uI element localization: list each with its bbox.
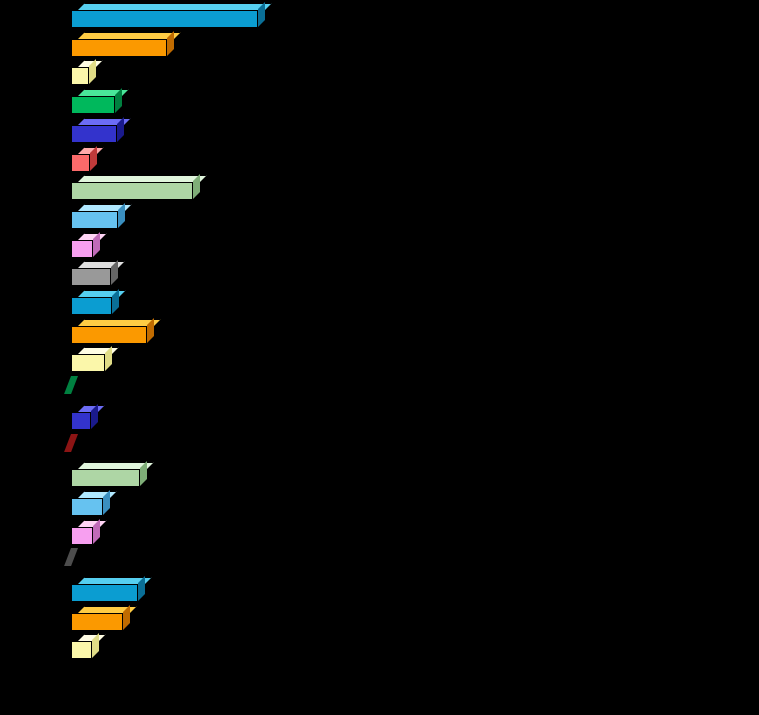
bar-21-front-face	[71, 584, 138, 602]
bar-7-front-face	[71, 182, 193, 200]
bar-2[interactable]	[71, 31, 181, 57]
bar-23[interactable]	[71, 633, 106, 659]
bar-14-sliver	[64, 376, 78, 394]
bar-14[interactable]	[64, 376, 78, 401]
bar-17-front-face	[71, 469, 140, 487]
bar-10[interactable]	[71, 260, 125, 286]
bar-16[interactable]	[64, 434, 78, 459]
bar-9[interactable]	[71, 232, 107, 258]
bar-1[interactable]	[71, 2, 272, 28]
bar-4-front-face	[71, 96, 115, 114]
bar-17[interactable]	[71, 461, 154, 487]
bar-12[interactable]	[71, 318, 161, 344]
bar-4[interactable]	[71, 88, 129, 114]
bar-20-sliver	[64, 548, 78, 566]
bar-2-front-face	[71, 39, 167, 57]
bar-9-front-face	[71, 240, 93, 258]
bar-7-top-face	[78, 175, 207, 182]
bar-13-top-face	[78, 347, 119, 354]
bar-20[interactable]	[64, 548, 78, 573]
bar-10-front-face	[71, 268, 111, 286]
bar-13-front-face	[71, 354, 105, 372]
bar-12-front-face	[71, 326, 147, 344]
bar-7[interactable]	[71, 174, 207, 200]
bar-13[interactable]	[71, 346, 119, 372]
bar-19-front-face	[71, 527, 93, 545]
bar-8[interactable]	[71, 203, 132, 229]
bar-11[interactable]	[71, 289, 126, 315]
bar-6-front-face	[71, 154, 90, 172]
bar-23-front-face	[71, 641, 92, 659]
bar-2-top-face	[78, 32, 181, 39]
bar-15-front-face	[71, 412, 91, 430]
bar-1-top-face	[78, 3, 272, 10]
bar-18-top-face	[78, 491, 117, 498]
bar-3-front-face	[71, 67, 89, 85]
bar-1-front-face	[71, 10, 258, 28]
bar-18-front-face	[71, 498, 103, 516]
bar-5[interactable]	[71, 117, 131, 143]
bar-3[interactable]	[71, 59, 103, 85]
bar-18[interactable]	[71, 490, 117, 516]
bar-19[interactable]	[71, 519, 107, 545]
bar-6[interactable]	[71, 146, 104, 172]
bar-8-front-face	[71, 211, 118, 229]
bar-21[interactable]	[71, 576, 152, 602]
bar-22-front-face	[71, 613, 123, 631]
bar-5-front-face	[71, 125, 117, 143]
bar-16-sliver	[64, 434, 78, 452]
bar-15[interactable]	[71, 404, 105, 430]
bar-11-front-face	[71, 297, 112, 315]
bar-22[interactable]	[71, 605, 137, 631]
